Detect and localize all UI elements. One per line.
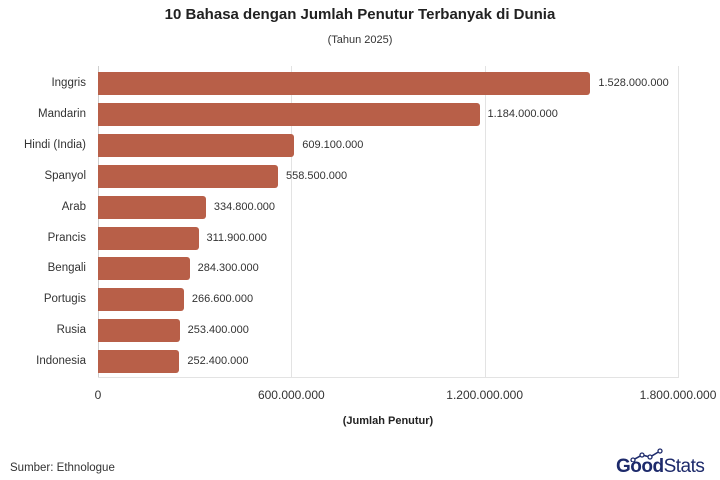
x-axis-label: (Jumlah Penutur) bbox=[342, 415, 434, 427]
bar bbox=[98, 257, 190, 281]
category-label: Spanyol bbox=[44, 169, 86, 182]
gridline bbox=[485, 66, 486, 378]
source-note: Sumber: Ethnologue bbox=[10, 462, 115, 474]
bar bbox=[98, 102, 480, 126]
bar bbox=[98, 133, 295, 157]
y-axis-line bbox=[98, 66, 99, 378]
x-tick-label: 600.000.000 bbox=[257, 388, 325, 402]
x-axis-line bbox=[98, 377, 678, 378]
x-tick-label: 1.200.000.000 bbox=[446, 388, 524, 402]
logo-light-text: Stats bbox=[663, 456, 705, 477]
category-label: Inggris bbox=[51, 77, 86, 89]
category-label: Prancis bbox=[47, 231, 86, 244]
value-label: 558.500.000 bbox=[285, 169, 348, 182]
x-tick-label: 1.800.000.000 bbox=[639, 388, 717, 402]
bar bbox=[98, 226, 199, 250]
x-tick-label: 0 bbox=[94, 388, 102, 402]
value-label: 252.400.000 bbox=[187, 355, 249, 368]
value-label: 266.600.000 bbox=[191, 293, 254, 306]
bar bbox=[98, 195, 206, 219]
value-label: 1.184.000.000 bbox=[487, 107, 558, 120]
value-label: 609.100.000 bbox=[302, 138, 364, 151]
category-label: Mandarin bbox=[38, 107, 86, 120]
chart-title: 10 Bahasa dengan Jumlah Penutur Terbanya… bbox=[164, 6, 556, 23]
logo-bold-text: Good bbox=[616, 456, 664, 477]
gridline bbox=[678, 66, 679, 378]
value-label: 284.300.000 bbox=[197, 262, 259, 275]
plot-area: 1.528.000.000 1.184.000.000 609.100.000 558… bbox=[98, 66, 679, 378]
gridline bbox=[291, 66, 292, 378]
chart-subtitle: (Tahun 2025) bbox=[327, 34, 393, 46]
value-label: 334.800.000 bbox=[213, 200, 276, 213]
category-label: Portugis bbox=[43, 293, 86, 306]
bar bbox=[98, 319, 180, 343]
goodstats-logo: GoodStats bbox=[616, 448, 716, 478]
category-label: Bengali bbox=[47, 262, 86, 275]
bar bbox=[98, 164, 278, 188]
logo-wordmark: GoodStats bbox=[616, 456, 705, 478]
category-label: Hindi (India) bbox=[24, 138, 86, 151]
bar bbox=[98, 288, 184, 312]
value-label: 253.400.000 bbox=[187, 324, 249, 337]
value-label: 311.900.000 bbox=[206, 231, 267, 244]
bar bbox=[98, 350, 180, 374]
category-label: Rusia bbox=[56, 324, 86, 337]
bar bbox=[98, 72, 591, 95]
chart-line-icon bbox=[630, 448, 663, 462]
category-label: Indonesia bbox=[36, 355, 86, 368]
value-label: 1.528.000.000 bbox=[598, 77, 669, 89]
category-label: Arab bbox=[61, 200, 86, 213]
